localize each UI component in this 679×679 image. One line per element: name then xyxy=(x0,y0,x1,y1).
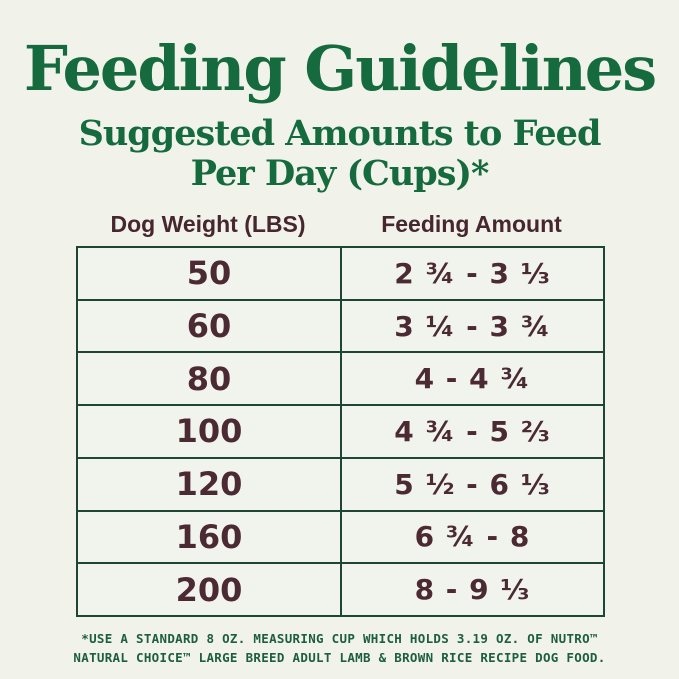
column-header-dog-weight: Dog Weight (LBS) xyxy=(110,211,306,237)
column-header-feeding-amount: Feeding Amount xyxy=(381,211,562,237)
page-title: Feeding Guidelines xyxy=(23,32,657,105)
weight-cell: 120 xyxy=(76,456,342,512)
table-row: 160 6 ¾ - 8 xyxy=(76,509,605,565)
subtitle-line-1: Suggested Amounts to Feed xyxy=(78,113,602,154)
amount-cell: 6 ¾ - 8 xyxy=(340,509,605,565)
table-row: 80 4 - 4 ¾ xyxy=(76,351,605,407)
weight-cell: 160 xyxy=(76,509,342,565)
feeding-table: 50 2 ¾ - 3 ⅓ 60 3 ¼ - 3 ¾ 80 4 - 4 ¾ 100… xyxy=(76,246,605,617)
weight-cell: 80 xyxy=(76,351,342,407)
amount-cell: 4 - 4 ¾ xyxy=(340,351,605,407)
table-column-headers: Dog Weight (LBS) Feeding Amount xyxy=(76,211,603,238)
subtitle-line-2: Per Day (Cups)* xyxy=(190,153,490,194)
table-row: 120 5 ½ - 6 ⅓ xyxy=(76,456,605,512)
weight-cell: 50 xyxy=(76,246,342,301)
table-row: 200 8 - 9 ⅓ xyxy=(76,562,605,617)
weight-cell: 100 xyxy=(76,404,342,459)
table-row: 60 3 ¼ - 3 ¾ xyxy=(76,298,605,354)
footnote-line-2: NATURAL CHOICE™ LARGE BREED ADULT LAMB &… xyxy=(73,650,606,665)
table-row: 100 4 ¾ - 5 ⅔ xyxy=(76,404,605,459)
amount-cell: 5 ½ - 6 ⅓ xyxy=(340,456,605,512)
footnote-line-1: *USE A STANDARD 8 OZ. MEASURING CUP WHIC… xyxy=(81,631,598,646)
footnote: *USE A STANDARD 8 OZ. MEASURING CUP WHIC… xyxy=(0,629,679,667)
table-row: 50 2 ¾ - 3 ⅓ xyxy=(76,246,605,301)
amount-cell: 2 ¾ - 3 ⅓ xyxy=(340,246,605,301)
weight-cell: 60 xyxy=(76,298,342,354)
page-subtitle: Suggested Amounts to Feed Per Day (Cups)… xyxy=(0,114,679,194)
amount-cell: 8 - 9 ⅓ xyxy=(340,562,605,617)
amount-cell: 4 ¾ - 5 ⅔ xyxy=(340,404,605,459)
amount-cell: 3 ¼ - 3 ¾ xyxy=(340,298,605,354)
weight-cell: 200 xyxy=(76,562,342,617)
